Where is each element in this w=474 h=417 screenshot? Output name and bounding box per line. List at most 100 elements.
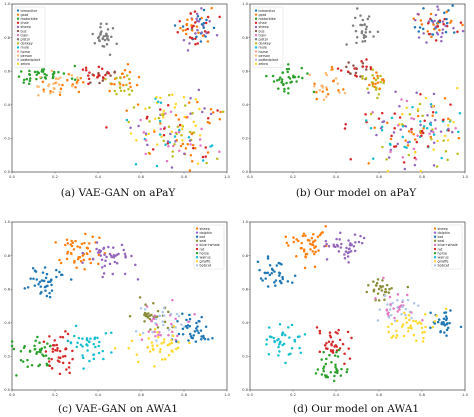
scatter-point [72, 334, 76, 338]
scatter-point [199, 329, 203, 332]
scatter-point [130, 89, 134, 92]
scatter-point [275, 79, 279, 82]
scatter-point [416, 107, 420, 111]
scatter-point [44, 276, 48, 280]
scatter-point [57, 77, 60, 81]
legend-label: sheep [259, 25, 269, 29]
scatter-point [123, 252, 127, 256]
scatter-point [336, 369, 339, 372]
scatter-point [19, 349, 23, 353]
scatter-point [49, 89, 52, 93]
panel-d: 0.0 0.2 0.4 0.6 0.8 1.0 0.0 0.2 0.4 0.6 0.8 1.0 shee… [242, 220, 468, 397]
scatter-point [101, 79, 105, 82]
panel-c: 0.0 0.2 0.4 0.6 0.8 1.0 0.0 0.2 0.4 0.6 0.8 1.0 shee… [4, 220, 230, 397]
scatter-point [144, 132, 148, 135]
scatter-point [375, 71, 378, 74]
legend-label: horse [438, 251, 447, 255]
scatter-point [401, 156, 404, 159]
scatter-point [125, 109, 128, 112]
scatter-point [287, 87, 290, 90]
scatter-point [155, 164, 159, 168]
scatter-point [169, 110, 173, 113]
scatter-point [287, 67, 291, 71]
legend-marker [254, 54, 258, 57]
scatter-point [422, 336, 425, 340]
scatter-point [415, 91, 418, 94]
scatter-point [106, 28, 110, 31]
scatter-point [433, 320, 436, 323]
legend-marker [16, 17, 20, 20]
y-tick-label: 0.0 [242, 170, 248, 174]
scatter-point [436, 5, 439, 8]
scatter-point [389, 150, 392, 154]
scatter-point [42, 340, 46, 344]
scatter-point [317, 249, 320, 252]
scatter-point [54, 77, 58, 80]
scatter-point [323, 374, 327, 377]
scatter-point [67, 72, 71, 76]
legend-label: motorbike [259, 17, 276, 21]
scatter-point [393, 112, 396, 115]
scatter-point [347, 239, 350, 242]
scatter-point [363, 34, 366, 37]
scatter-point [188, 169, 192, 172]
scatter-point [143, 320, 146, 323]
scatter-point [174, 317, 177, 321]
scatter-point [83, 241, 86, 245]
scatter-point [207, 31, 210, 34]
scatter-point [457, 136, 461, 140]
scatter-point [77, 336, 81, 340]
scatter-point [50, 278, 53, 281]
scatter-point [167, 145, 170, 148]
scatter-point [286, 70, 289, 74]
scatter-point [135, 139, 138, 142]
scatter-point [137, 75, 141, 79]
scatter-point [171, 144, 175, 148]
scatter-point [151, 344, 154, 347]
scatter-point [167, 328, 171, 332]
scatter-point [10, 340, 14, 343]
scatter-point [98, 74, 101, 77]
scatter-point [456, 30, 459, 34]
scatter-point [325, 73, 329, 77]
scatter-point [452, 31, 456, 34]
scatter-point [419, 123, 422, 127]
scatter-point [104, 332, 108, 335]
scatter-point [79, 343, 83, 346]
scatter-point [194, 124, 198, 127]
scatter-point [184, 147, 188, 150]
scatter-point [87, 74, 90, 77]
scatter-point [385, 309, 389, 312]
scatter-point [323, 344, 327, 347]
scatter-point [284, 361, 287, 365]
scatter-point [55, 81, 58, 84]
legend-label: person [259, 54, 271, 58]
x-tick-label: 0.0 [9, 175, 15, 179]
scatter-point [372, 289, 376, 292]
scatter-point [285, 81, 288, 85]
scatter-point [432, 130, 435, 134]
scatter-point [206, 15, 210, 19]
legend-label: pistol [21, 37, 30, 41]
scatter-point [92, 74, 96, 77]
scatter-point [136, 103, 140, 106]
scatter-point [400, 98, 403, 101]
scatter-point [375, 86, 378, 90]
scatter-point [170, 341, 174, 345]
scatter-point [359, 234, 362, 238]
scatter-point [432, 148, 435, 151]
y-tick-label: 0.8 [4, 36, 10, 40]
scatter-point [322, 98, 326, 101]
scatter-point [318, 350, 322, 353]
scatter-point [395, 319, 399, 323]
scatter-point [28, 69, 31, 73]
scatter-point [313, 265, 317, 269]
scatter-point [459, 21, 463, 24]
scatter-point [402, 311, 406, 315]
scatter-point [124, 256, 127, 259]
scatter-point [182, 95, 186, 99]
scatter-point [155, 323, 159, 327]
scatter-point [37, 85, 40, 88]
scatter-point [52, 75, 55, 78]
legend-marker [433, 247, 437, 251]
